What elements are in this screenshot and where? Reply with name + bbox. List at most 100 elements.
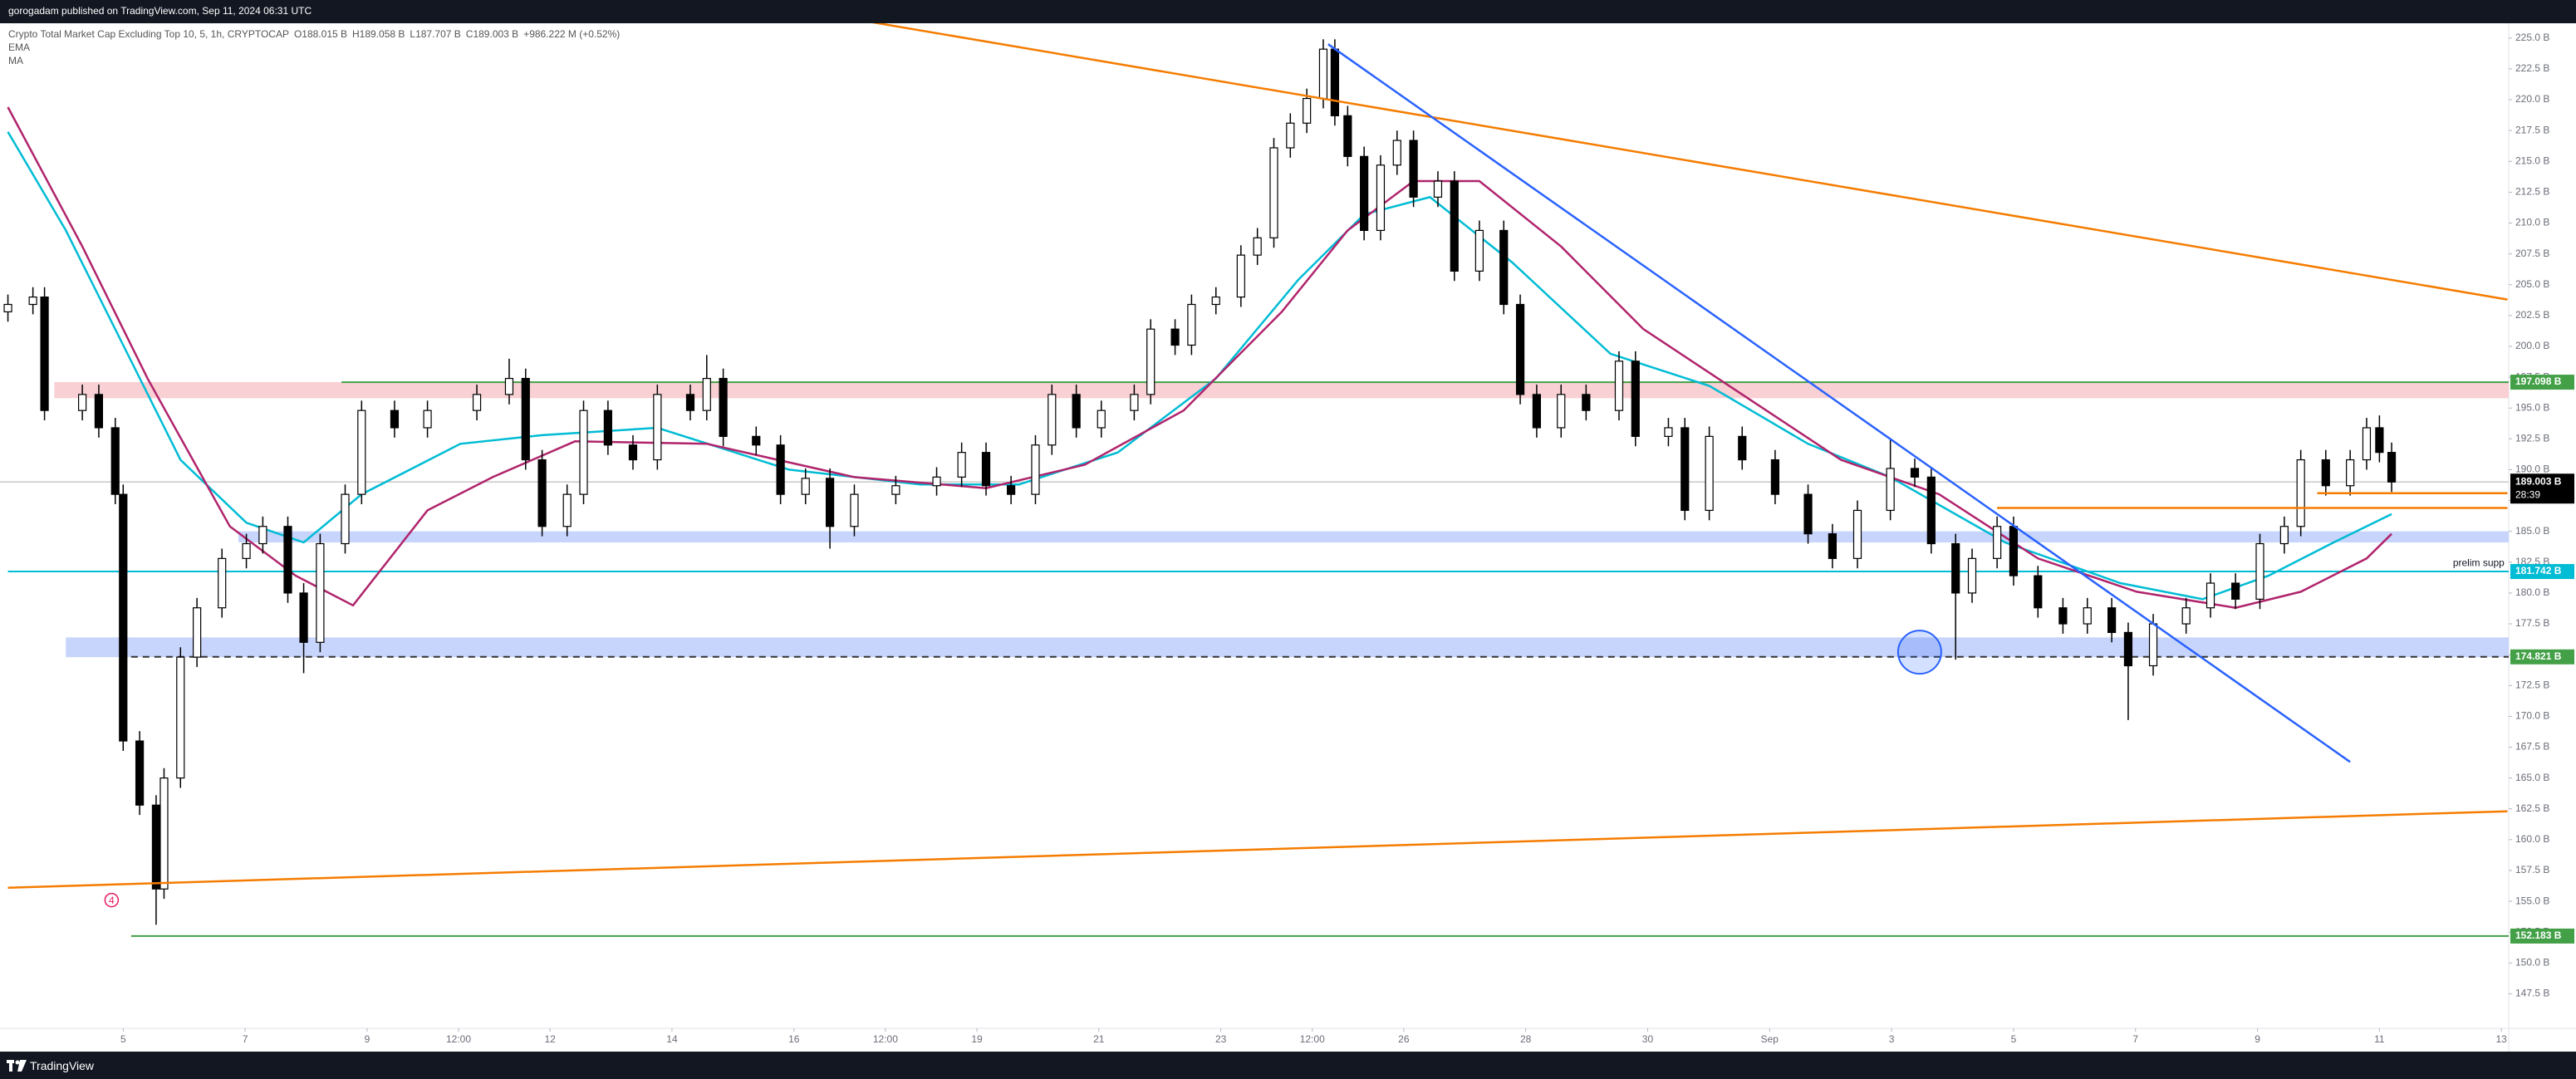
indicator-name: EMA [8, 42, 31, 53]
ohlc-value: H189.058 B [352, 28, 405, 40]
candle-body [1392, 140, 1401, 166]
candle-body [653, 394, 662, 461]
candle-body [1286, 122, 1295, 149]
candle-body [119, 493, 128, 742]
candle-body [1072, 394, 1081, 429]
symbol-title: Crypto Total Market Cap Excluding Top 10… [8, 28, 289, 40]
candle-body [603, 410, 612, 446]
candle-body [752, 435, 761, 446]
candle-body [891, 485, 900, 495]
x-tick-label: 19 [971, 1033, 983, 1045]
candle-body [135, 740, 145, 806]
x-tick-label: 7 [2132, 1033, 2138, 1045]
candle-body [423, 410, 432, 429]
x-tick-label: 14 [666, 1033, 678, 1045]
y-tick-label: 212.5 B [2515, 186, 2549, 198]
level-badge [2510, 928, 2574, 944]
y-tick-label: 185.0 B [2515, 525, 2549, 537]
candle-body [1318, 48, 1328, 100]
y-tick-label: 172.5 B [2515, 679, 2549, 690]
y-tick-label: 147.5 B [2515, 988, 2549, 999]
level-badge-label: 181.742 B [2515, 565, 2562, 576]
candle-body [579, 410, 588, 495]
candle-body [981, 452, 991, 487]
y-tick-label: 220.0 B [2515, 93, 2549, 105]
candle-body [1926, 476, 1936, 545]
candle-body [242, 542, 251, 559]
ohlc-value: L187.707 B [410, 28, 461, 40]
ohlc-value: +986.222 M (+0.52%) [523, 28, 621, 40]
candle-body [702, 377, 711, 411]
candle-body [562, 493, 572, 527]
ohlc: O188.015 B H189.058 B L187.707 B C189.003 B… [294, 28, 625, 40]
candle-body [2009, 526, 2019, 576]
candle-body [1450, 180, 1459, 272]
candle-body [801, 478, 810, 495]
candle-body [521, 377, 530, 461]
brand: TradingView [30, 1059, 95, 1072]
candle-body [94, 394, 104, 429]
candle-body [2107, 607, 2117, 634]
candle-body [932, 476, 941, 487]
zone [54, 382, 2509, 399]
y-tick-label: 202.5 B [2515, 309, 2549, 321]
highlight-circle [1896, 630, 1942, 675]
trend-line [871, 23, 2508, 301]
level-badge-label: 152.183 B [2515, 929, 2562, 941]
bottom-bar: TradingView [0, 1052, 2576, 1079]
candle-body [2148, 623, 2158, 667]
x-tick-label: 28 [1520, 1033, 1532, 1045]
candle-body [2387, 452, 2397, 483]
candle-body [110, 427, 120, 495]
candle-body [218, 557, 227, 609]
x-tick-label: 9 [2255, 1033, 2260, 1045]
y-tick-label: 160.0 B [2515, 833, 2549, 845]
y-tick-label: 210.0 B [2515, 217, 2549, 228]
x-tick-label: 30 [1642, 1033, 1654, 1045]
candle-body [1803, 493, 1813, 535]
candle-body [390, 410, 400, 429]
candle-body [1664, 427, 1673, 437]
y-tick-label: 215.0 B [2515, 154, 2549, 166]
y-tick-label: 155.0 B [2515, 895, 2549, 906]
candle-body [1253, 237, 1262, 256]
y-tick-label: 180.0 B [2515, 586, 2549, 598]
candle-body [2034, 575, 2043, 609]
candle-body [1376, 164, 1386, 232]
candle-body [159, 777, 169, 890]
candle-body [2362, 427, 2372, 461]
y-tick-label: 225.0 B [2515, 32, 2549, 43]
level-badge [2510, 649, 2574, 665]
candle-body [2083, 607, 2092, 625]
candle-body [151, 804, 161, 890]
candle-body [1187, 303, 1196, 346]
x-tick-label: 12:00 [1300, 1033, 1325, 1045]
x-tick-label: 9 [365, 1033, 370, 1045]
candle-body [1499, 229, 1509, 306]
x-tick-label: 11 [2374, 1033, 2385, 1045]
indicator-line [7, 131, 2392, 601]
candle-body [1967, 557, 1977, 594]
candle-body [283, 526, 292, 594]
candle-body [825, 478, 835, 527]
candle-body [1705, 435, 1714, 512]
marker-label: 4 [109, 895, 115, 906]
candle-body [357, 410, 366, 495]
candle-body [1343, 115, 1352, 157]
logo [7, 1060, 27, 1072]
y-tick-label: 157.5 B [2515, 864, 2549, 875]
candle-body [1211, 296, 1220, 306]
candle-body [628, 444, 638, 461]
candle-body [1269, 147, 1278, 238]
candle-body [1631, 360, 1640, 437]
candle-body [1236, 254, 1245, 298]
candle-body [28, 296, 37, 306]
candle-body [1738, 435, 1747, 461]
price-badge-label: 189.003 B [2515, 475, 2562, 487]
candle-body [1170, 328, 1180, 346]
candle-body [2206, 582, 2215, 609]
candle-body [776, 444, 785, 495]
candle-body [78, 394, 87, 411]
indicator-line [7, 106, 2392, 609]
